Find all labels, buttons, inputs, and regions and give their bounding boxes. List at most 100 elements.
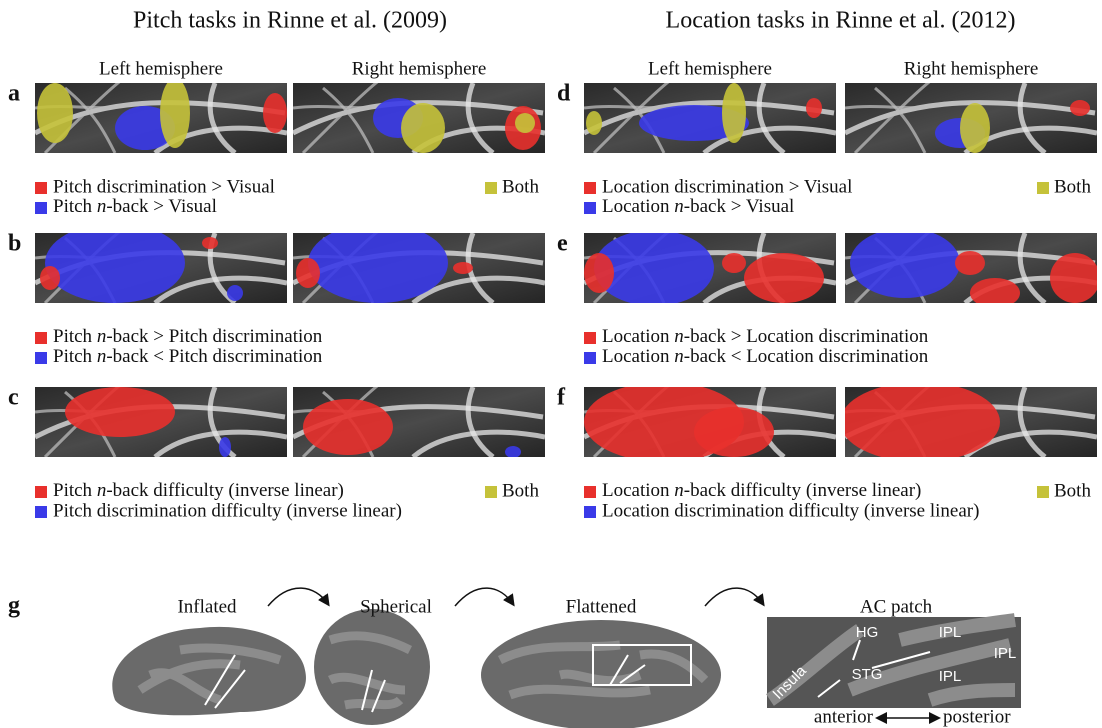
legend-text: Both [1054, 176, 1091, 197]
activation [65, 387, 175, 437]
activation [401, 103, 445, 153]
activation [296, 258, 320, 288]
legend-text: Pitch n-back difficulty (inverse linear) [53, 480, 344, 501]
hemisphere-label: Right hemisphere [904, 58, 1039, 79]
sulcus [1017, 387, 1047, 457]
legend-text: Both [1054, 480, 1091, 501]
ac-patch [766, 613, 1021, 708]
legend-text: Location n-back difficulty (inverse line… [602, 480, 921, 501]
legend-swatch [485, 182, 497, 194]
brain-map [35, 233, 287, 303]
legend-swatch [1037, 486, 1049, 498]
brain-map [845, 83, 1097, 153]
spherical-brain [314, 609, 430, 725]
panel-letter: c [8, 385, 19, 411]
patch-label: IPL [939, 668, 962, 685]
stage-label: Spherical [360, 596, 432, 617]
legend-swatch [584, 352, 596, 364]
activation [160, 83, 190, 148]
legend-text: Location n-back > Visual [602, 196, 794, 217]
sulcus [1017, 233, 1047, 303]
stage-label: Inflated [177, 596, 237, 617]
activation [594, 233, 714, 303]
activation [505, 446, 521, 457]
activation [586, 111, 602, 135]
sulcus [874, 86, 927, 153]
sulcus [64, 86, 117, 153]
activation [1070, 100, 1090, 116]
patch-label: IPL [939, 624, 962, 641]
brain-map [845, 233, 1097, 303]
panel-letter: f [557, 385, 566, 411]
legend-text: Pitch n-back > Pitch discrimination [53, 326, 323, 347]
activation [584, 253, 614, 293]
legend-text: Location discrimination difficulty (inve… [602, 500, 979, 521]
sulcus [465, 83, 495, 153]
direction-label: posterior [943, 706, 1011, 727]
legend-swatch [584, 332, 596, 344]
stage-label: AC patch [860, 596, 933, 617]
sulcus [411, 429, 545, 457]
sulcus [153, 275, 287, 303]
sulcus [702, 125, 836, 153]
panel-letter: g [8, 593, 20, 619]
legend-swatch [485, 486, 497, 498]
brain-map [293, 387, 545, 457]
activation [227, 285, 243, 301]
brain-map [35, 387, 287, 457]
activation [960, 103, 990, 153]
panel-letter: a [8, 81, 20, 107]
activation [219, 437, 231, 457]
activation [308, 233, 448, 303]
sulcus [845, 101, 946, 110]
activation [263, 93, 287, 133]
activation [515, 113, 535, 133]
activation [694, 407, 774, 457]
panel-letter: d [557, 81, 571, 107]
inflated-brain [112, 626, 306, 716]
flattened-brain [481, 620, 721, 728]
legend-swatch [35, 202, 47, 214]
direction-label: anterior [814, 706, 874, 727]
legend-text: Pitch n-back > Visual [53, 196, 217, 217]
sulcus [153, 429, 287, 457]
brain-map [845, 387, 1097, 457]
legend-text: Pitch discrimination difficulty (inverse… [53, 500, 402, 521]
activation [45, 233, 185, 303]
legend-swatch [584, 182, 596, 194]
sulcus [584, 101, 685, 110]
legend-swatch [1037, 182, 1049, 194]
patch-label: HG [856, 624, 879, 641]
activation [722, 253, 746, 273]
sulcus [322, 86, 375, 153]
activation [115, 106, 175, 150]
legend-text: Pitch discrimination > Visual [53, 176, 275, 197]
legend-text: Both [502, 480, 539, 501]
activation [40, 266, 60, 290]
activation [845, 387, 1000, 457]
activation [639, 105, 749, 141]
activation [744, 253, 824, 303]
arrow [267, 587, 330, 607]
activation [850, 233, 960, 298]
stage-label: Flattened [566, 596, 637, 617]
hemisphere-label: Left hemisphere [648, 58, 772, 79]
arrow [704, 587, 765, 607]
legend-swatch [35, 506, 47, 518]
legend-text: Location n-back < Location discriminatio… [602, 346, 929, 367]
activation [453, 262, 473, 274]
sulcus [465, 387, 495, 457]
activation [806, 98, 822, 118]
patch-label: IPL [994, 645, 1017, 662]
sulcus [1017, 83, 1047, 153]
legend-text: Location discrimination > Visual [602, 176, 852, 197]
column-title: Location tasks in Rinne et al. (2012) [666, 8, 1016, 34]
legend-text: Pitch n-back < Pitch discrimination [53, 346, 323, 367]
legend-swatch [584, 486, 596, 498]
sulcus [207, 83, 237, 153]
legend-swatch [584, 202, 596, 214]
activation [1050, 253, 1097, 303]
activation [303, 399, 393, 455]
legend-swatch [35, 182, 47, 194]
